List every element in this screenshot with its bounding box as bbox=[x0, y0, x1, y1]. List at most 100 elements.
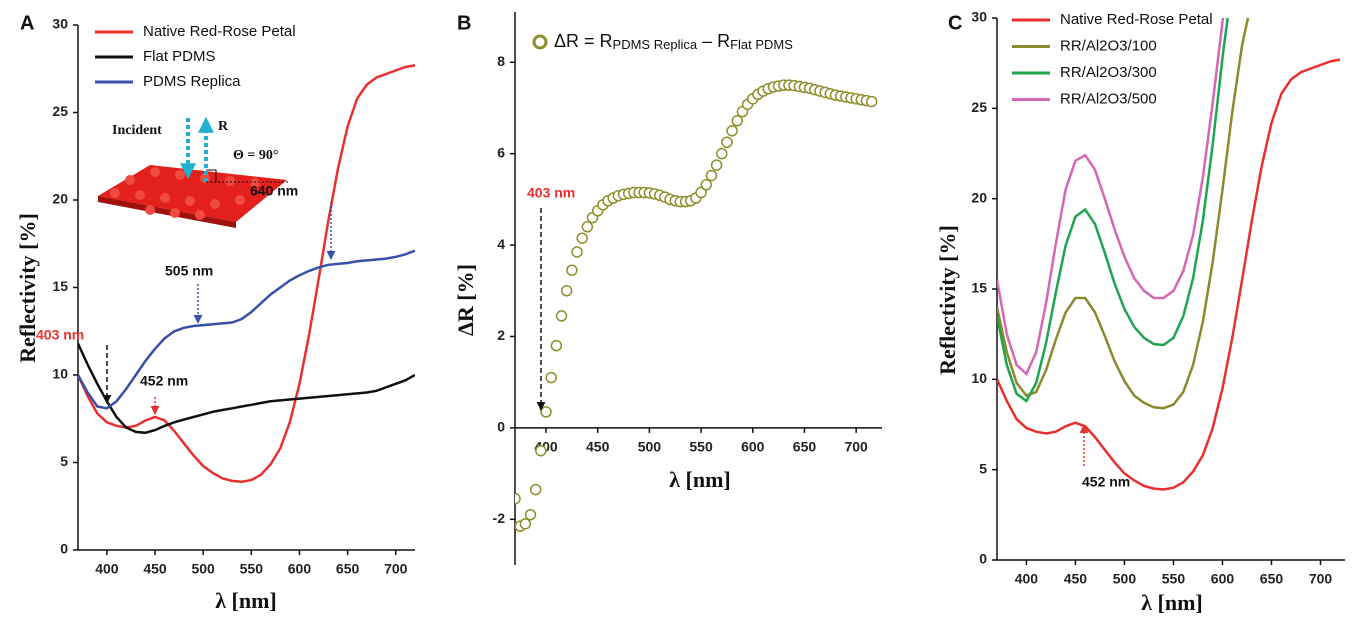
inset-plate-edge bbox=[98, 196, 236, 228]
x-tick-label: 600 bbox=[1211, 571, 1235, 587]
y-axis-label: ΔR [%] bbox=[453, 264, 478, 336]
right-angle bbox=[206, 169, 217, 182]
x-axis-label: λ [nm] bbox=[1141, 590, 1203, 615]
annotation: 452 nm bbox=[140, 373, 188, 389]
y-tick-label: 15 bbox=[971, 280, 987, 296]
panel-label: B bbox=[457, 12, 471, 34]
line-series bbox=[78, 64, 415, 484]
scatter-point bbox=[581, 221, 594, 233]
scatter-point bbox=[721, 136, 733, 149]
y-tick-label: 25 bbox=[971, 99, 987, 115]
scatter-point bbox=[571, 246, 583, 258]
inset-label: R bbox=[218, 119, 229, 134]
legend-marker bbox=[532, 34, 548, 50]
annotation: 505 nm bbox=[165, 263, 213, 279]
scatter-point bbox=[550, 339, 563, 352]
scatter-point bbox=[566, 264, 578, 276]
annotation: 452 nm bbox=[1082, 474, 1130, 490]
legend-label-part: PDMS Replica bbox=[613, 37, 698, 52]
scatter-point bbox=[535, 444, 547, 457]
y-tick-label: 25 bbox=[52, 103, 68, 119]
y-tick-label: 0 bbox=[60, 541, 68, 557]
line-series bbox=[78, 342, 415, 435]
x-tick-label: 550 bbox=[240, 561, 264, 577]
scatter-point bbox=[545, 371, 557, 384]
x-tick-label: 550 bbox=[1162, 571, 1186, 587]
y-axis-label: Reflectivity [%] bbox=[15, 213, 40, 363]
scatter-point bbox=[716, 147, 728, 160]
y-tick-label: 20 bbox=[52, 191, 68, 207]
x-tick-label: 450 bbox=[143, 561, 167, 577]
panel-label: A bbox=[20, 12, 34, 34]
annotation: 640 nm bbox=[250, 183, 298, 199]
x-tick-label: 650 bbox=[1260, 571, 1284, 587]
x-tick-label: 500 bbox=[1113, 571, 1137, 587]
scatter-point bbox=[560, 285, 573, 297]
legend-label: Flat PDMS bbox=[143, 48, 216, 65]
y-tick-label: 0 bbox=[979, 551, 987, 567]
scatter-point bbox=[705, 169, 718, 182]
legend-label: RR/Al2O3/300 bbox=[1060, 64, 1157, 81]
y-tick-label: 15 bbox=[52, 278, 68, 294]
line-series bbox=[997, 18, 1225, 376]
legend-label-part: Flat PDMS bbox=[730, 37, 793, 52]
scatter-point bbox=[555, 310, 568, 322]
scatter-point bbox=[726, 125, 738, 137]
annotation: 403 nm bbox=[36, 327, 84, 343]
y-tick-label: 5 bbox=[979, 460, 987, 476]
scatter-point bbox=[576, 232, 588, 244]
line-series bbox=[997, 58, 1341, 491]
y-axis-label: Reflectivity [%] bbox=[935, 225, 960, 375]
y-tick-label: 8 bbox=[497, 53, 505, 69]
line-series bbox=[997, 18, 1229, 403]
x-tick-label: 550 bbox=[689, 439, 713, 455]
x-tick-label: 700 bbox=[384, 561, 408, 577]
x-tick-label: 650 bbox=[793, 439, 817, 455]
x-tick-label: 450 bbox=[586, 439, 610, 455]
y-tick-label: 10 bbox=[52, 366, 68, 382]
scatter-point bbox=[865, 95, 878, 108]
scatter-point bbox=[710, 159, 723, 171]
x-tick-label: 700 bbox=[844, 439, 868, 455]
legend-label-part: – R bbox=[697, 31, 730, 51]
scatter-point bbox=[700, 179, 713, 191]
scatter-point bbox=[524, 508, 537, 521]
inset-label: Θ = 90° bbox=[233, 148, 278, 163]
legend-label: RR/Al2O3/500 bbox=[1060, 90, 1157, 107]
scatter-point bbox=[519, 518, 532, 530]
inset: Incident R Θ = 90° bbox=[98, 116, 290, 228]
y-tick-label: 0 bbox=[497, 419, 505, 435]
x-axis-label: λ [nm] bbox=[669, 467, 731, 492]
x-axis-label: λ [nm] bbox=[215, 588, 277, 613]
x-tick-label: 500 bbox=[638, 439, 662, 455]
scatter-point bbox=[695, 186, 707, 199]
x-tick-label: 400 bbox=[95, 561, 119, 577]
legend-label: RR/Al2O3/100 bbox=[1060, 37, 1157, 54]
y-tick-label: 30 bbox=[52, 16, 68, 32]
legend-label: Native Red-Rose Petal bbox=[143, 23, 296, 40]
legend-label: ΔR = RPDMS Replica – RFlat PDMS bbox=[554, 31, 793, 53]
plot-area bbox=[997, 18, 1341, 491]
x-tick-label: 600 bbox=[741, 439, 765, 455]
plot-area bbox=[515, 79, 878, 532]
y-tick-label: 20 bbox=[971, 189, 987, 205]
y-tick-label: 10 bbox=[971, 370, 987, 386]
plot-area bbox=[78, 64, 415, 484]
x-tick-label: 450 bbox=[1064, 571, 1088, 587]
scatter-point bbox=[529, 483, 542, 496]
inset-label: Incident bbox=[112, 123, 162, 138]
scatter-point bbox=[540, 406, 552, 418]
y-tick-label: 30 bbox=[971, 9, 987, 25]
inset-plate bbox=[98, 165, 287, 222]
scatter-point bbox=[731, 115, 744, 127]
inset-bumps bbox=[110, 167, 260, 220]
legend-label: Native Red-Rose Petal bbox=[1060, 11, 1213, 28]
y-tick-label: 4 bbox=[497, 236, 505, 252]
x-tick-label: 500 bbox=[191, 561, 215, 577]
x-tick-label: 400 bbox=[1015, 571, 1039, 587]
scatter-point bbox=[515, 492, 521, 505]
legend-label: PDMS Replica bbox=[143, 73, 241, 90]
annotation: 403 nm bbox=[527, 185, 575, 201]
x-tick-label: 700 bbox=[1309, 571, 1333, 587]
